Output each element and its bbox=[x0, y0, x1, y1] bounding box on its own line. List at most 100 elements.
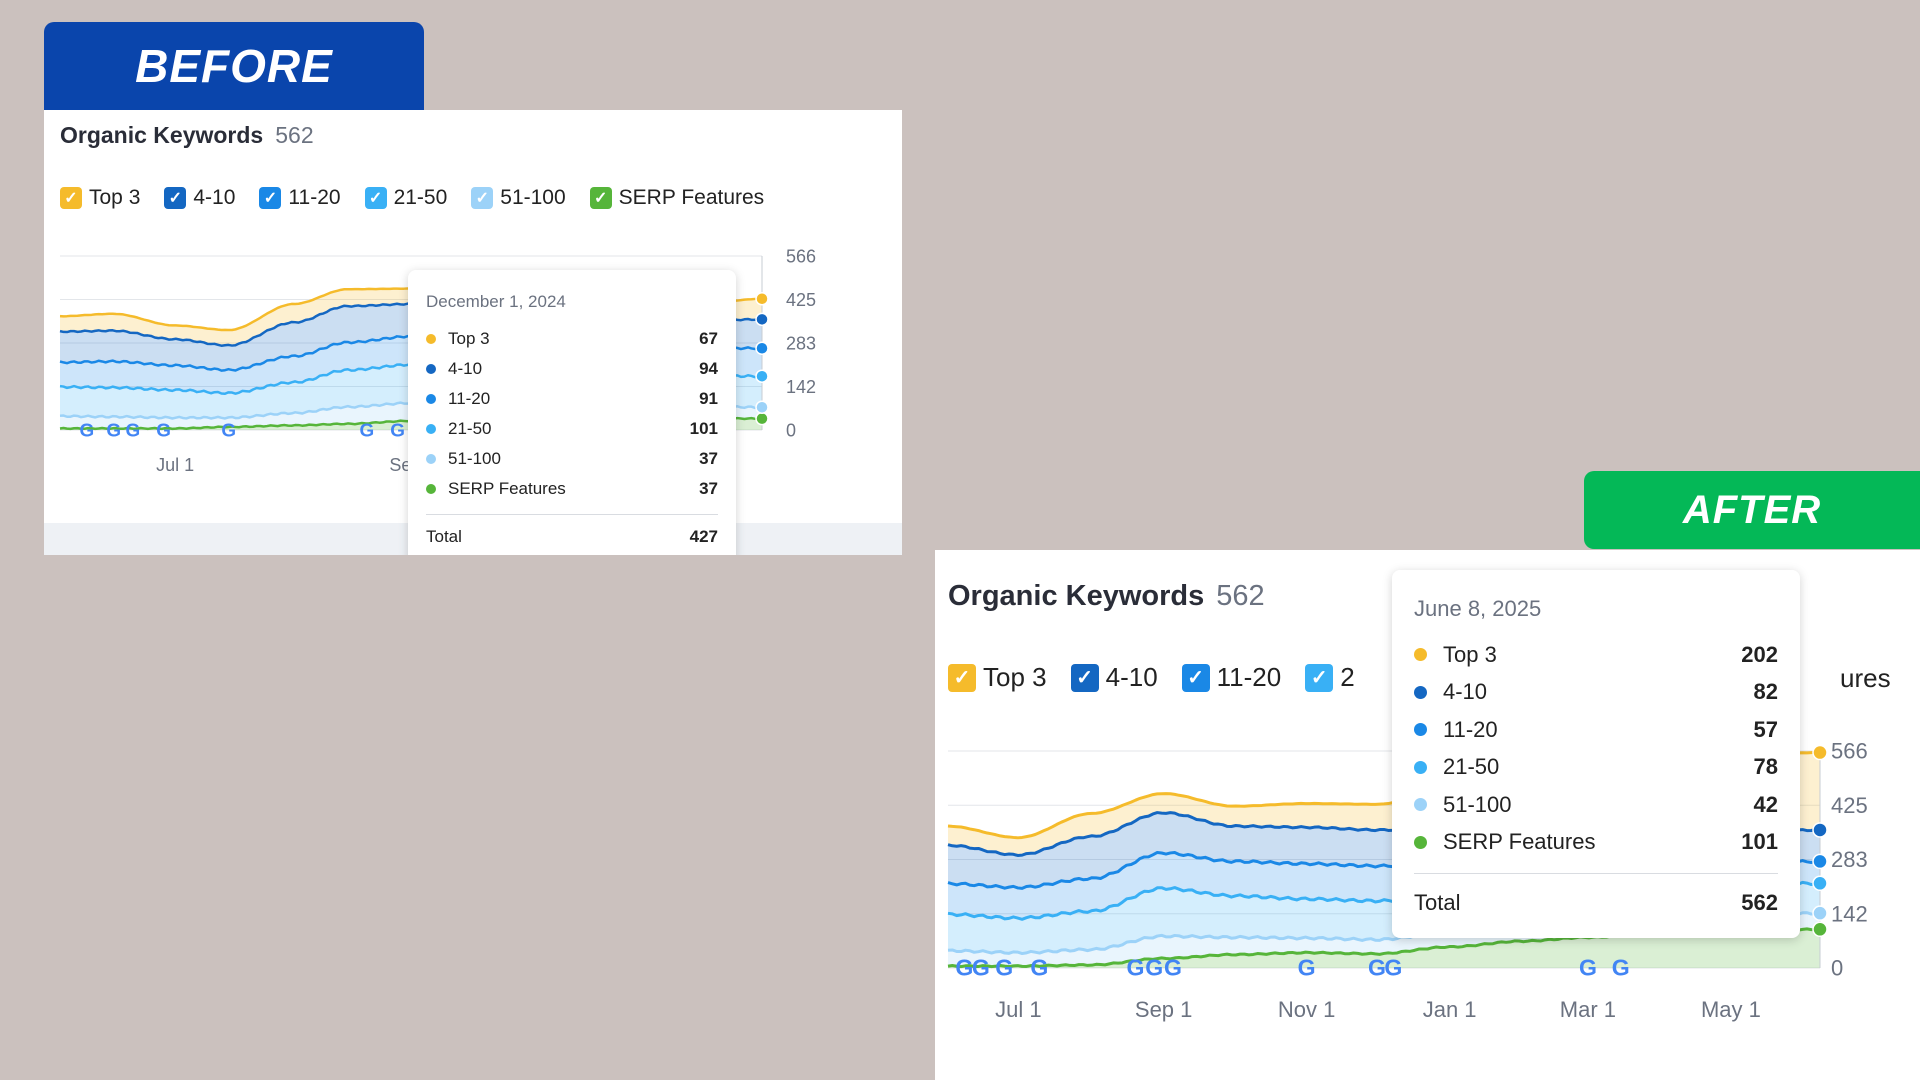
legend-item-21-50[interactable]: ✓ 21-50 bbox=[364, 186, 447, 210]
tooltip-row-serp-features: SERP Features 101 bbox=[1414, 824, 1778, 862]
tooltip-row-label: SERP Features bbox=[1443, 829, 1596, 855]
hover-point-51-100 bbox=[1812, 905, 1828, 921]
legend-item-serp-features[interactable]: ✓ SERP Features bbox=[589, 186, 765, 210]
panel-title: Organic Keywords 562 bbox=[948, 580, 1265, 613]
hover-point-top-3 bbox=[1812, 744, 1828, 761]
tooltip-divider bbox=[426, 514, 718, 515]
google-update-icon[interactable]: G bbox=[156, 420, 171, 441]
google-update-icon[interactable]: G bbox=[1612, 955, 1630, 981]
after-panel: Organic Keywords 562 ✓ Top 3 ✓ 4-10 ✓ 11-20 ✓ 2 … bbox=[935, 550, 1920, 1080]
y-tick-label: 566 bbox=[1831, 739, 1868, 764]
before-banner: BEFORE bbox=[44, 22, 424, 110]
checkbox-icon[interactable]: ✓ bbox=[948, 663, 976, 692]
legend-item-11-20[interactable]: ✓ 11-20 bbox=[1181, 662, 1282, 693]
google-update-icon[interactable]: G bbox=[360, 420, 375, 441]
checkbox-icon[interactable]: ✓ bbox=[471, 187, 494, 209]
legend-item-51-100[interactable]: ✓ 51-100 bbox=[471, 186, 566, 210]
google-update-icon[interactable]: G bbox=[1145, 955, 1163, 981]
series-dot-icon bbox=[426, 364, 436, 374]
google-update-icon[interactable]: G bbox=[995, 955, 1013, 981]
tooltip-total-label: Total bbox=[1414, 890, 1461, 915]
google-update-icon[interactable]: G bbox=[1164, 955, 1182, 981]
google-update-icon[interactable]: G bbox=[1298, 955, 1316, 981]
legend-item-11-20[interactable]: ✓ 11-20 bbox=[259, 186, 341, 210]
x-tick-label: May 1 bbox=[1701, 997, 1761, 1022]
y-tick-label: 566 bbox=[786, 246, 816, 266]
tooltip-row-11-20: 11-20 57 bbox=[1414, 711, 1778, 749]
checkbox-icon[interactable]: ✓ bbox=[60, 187, 82, 209]
chart-tooltip: June 8, 2025 Top 3 202 4-10 82 11-20 57 21-50 7… bbox=[1392, 570, 1800, 938]
tooltip-total-row: Total 427 bbox=[426, 527, 718, 547]
tooltip-row-51-100: 51-100 42 bbox=[1414, 786, 1778, 824]
checkbox-icon[interactable]: ✓ bbox=[1305, 663, 1334, 692]
y-tick-label: 425 bbox=[1831, 793, 1868, 818]
series-dot-icon bbox=[1414, 760, 1427, 774]
area-4-10 bbox=[60, 303, 762, 371]
checkbox-icon[interactable]: ✓ bbox=[364, 187, 387, 209]
series-dot-icon bbox=[1414, 835, 1427, 849]
legend-item-top-3[interactable]: ✓ Top 3 bbox=[60, 186, 140, 210]
legend-item-label: 4-10 bbox=[193, 186, 236, 209]
hover-point-21-50 bbox=[755, 369, 769, 383]
tooltip-row-serp-features: SERP Features 37 bbox=[426, 474, 718, 504]
checkbox-icon[interactable]: ✓ bbox=[1181, 663, 1210, 692]
checkbox-icon[interactable]: ✓ bbox=[259, 187, 282, 209]
y-tick-label: 283 bbox=[786, 333, 816, 353]
series-dot-icon bbox=[1414, 648, 1427, 662]
hover-point-51-100 bbox=[755, 400, 769, 415]
google-update-icon[interactable]: G bbox=[972, 955, 990, 981]
before-panel: Organic Keywords 562 ✓ Top 3 ✓ 4-10 ✓ 11-20 ✓ 21… bbox=[44, 110, 902, 555]
tooltip-row-value: 82 bbox=[1753, 679, 1778, 705]
google-update-icon[interactable]: G bbox=[221, 420, 236, 441]
series-dot-icon bbox=[426, 424, 436, 434]
legend-item-label: 11-20 bbox=[1216, 662, 1282, 692]
tooltip-total-value: 562 bbox=[1741, 890, 1778, 915]
legend-item-2[interactable]: ✓ 2 bbox=[1305, 662, 1355, 693]
legend-item-label: 2 bbox=[1340, 662, 1355, 692]
tooltip-date: December 1, 2024 bbox=[426, 292, 566, 311]
tooltip-row-value: 37 bbox=[699, 479, 718, 498]
legend-item-serp-features-partial[interactable]: ures bbox=[1840, 663, 1891, 693]
series-dot-icon bbox=[426, 454, 436, 464]
legend-item-label: SERP Features bbox=[618, 186, 765, 209]
google-update-icon[interactable]: G bbox=[1030, 955, 1048, 981]
legend: ✓ Top 3 ✓ 4-10 ✓ 11-20 ✓ 2 bbox=[948, 662, 1379, 693]
legend-item-4-10[interactable]: ✓ 4-10 bbox=[1070, 662, 1158, 693]
tooltip-row-value: 37 bbox=[699, 449, 718, 468]
google-update-icon[interactable]: G bbox=[390, 420, 405, 441]
checkbox-icon[interactable]: ✓ bbox=[589, 187, 612, 209]
y-tick-label: 0 bbox=[1831, 956, 1843, 981]
checkbox-icon[interactable]: ✓ bbox=[1070, 663, 1099, 692]
legend-item-top-3[interactable]: ✓ Top 3 bbox=[948, 662, 1047, 693]
google-update-icon[interactable]: G bbox=[106, 420, 121, 441]
hover-point-serp-features bbox=[755, 411, 769, 426]
checkbox-icon[interactable]: ✓ bbox=[164, 187, 187, 209]
x-tick-label: Jul 1 bbox=[156, 455, 194, 475]
google-update-icon[interactable]: G bbox=[126, 420, 141, 441]
tooltip-row-label: Top 3 bbox=[448, 329, 490, 348]
tooltip-row-value: 91 bbox=[699, 389, 718, 408]
google-update-icon[interactable]: G bbox=[1127, 955, 1145, 981]
series-dot-icon bbox=[426, 334, 436, 344]
legend-item-label: Top 3 bbox=[89, 186, 141, 209]
tooltip-row-value: 101 bbox=[1741, 829, 1778, 855]
legend: ✓ Top 3 ✓ 4-10 ✓ 11-20 ✓ 21-50 ✓ 51-100 ✓ SERP Feat… bbox=[60, 186, 788, 210]
x-tick-label: Jan 1 bbox=[1423, 997, 1477, 1022]
x-tick-label: Nov 1 bbox=[1278, 997, 1335, 1022]
panel-title-text: Organic Keywords bbox=[60, 122, 264, 148]
legend-item-label: Top 3 bbox=[983, 662, 1047, 692]
tooltip-row-value: 101 bbox=[689, 419, 718, 438]
google-update-icon[interactable]: G bbox=[1384, 955, 1402, 981]
google-update-icon[interactable]: G bbox=[1368, 955, 1386, 981]
series-dot-icon bbox=[1414, 723, 1427, 737]
tooltip-divider bbox=[1414, 873, 1778, 874]
google-update-icon[interactable]: G bbox=[1579, 955, 1597, 981]
legend-item-4-10[interactable]: ✓ 4-10 bbox=[164, 186, 235, 210]
google-update-icon[interactable]: G bbox=[955, 955, 973, 981]
google-update-icon[interactable]: G bbox=[80, 420, 95, 441]
tooltip-row-value: 57 bbox=[1753, 716, 1778, 742]
tooltip-row-value: 94 bbox=[699, 359, 718, 378]
tooltip-row-21-50: 21-50 78 bbox=[1414, 749, 1778, 787]
tooltip-row-label: 51-100 bbox=[448, 449, 501, 468]
tooltip-row-21-50: 21-50 101 bbox=[426, 414, 718, 444]
